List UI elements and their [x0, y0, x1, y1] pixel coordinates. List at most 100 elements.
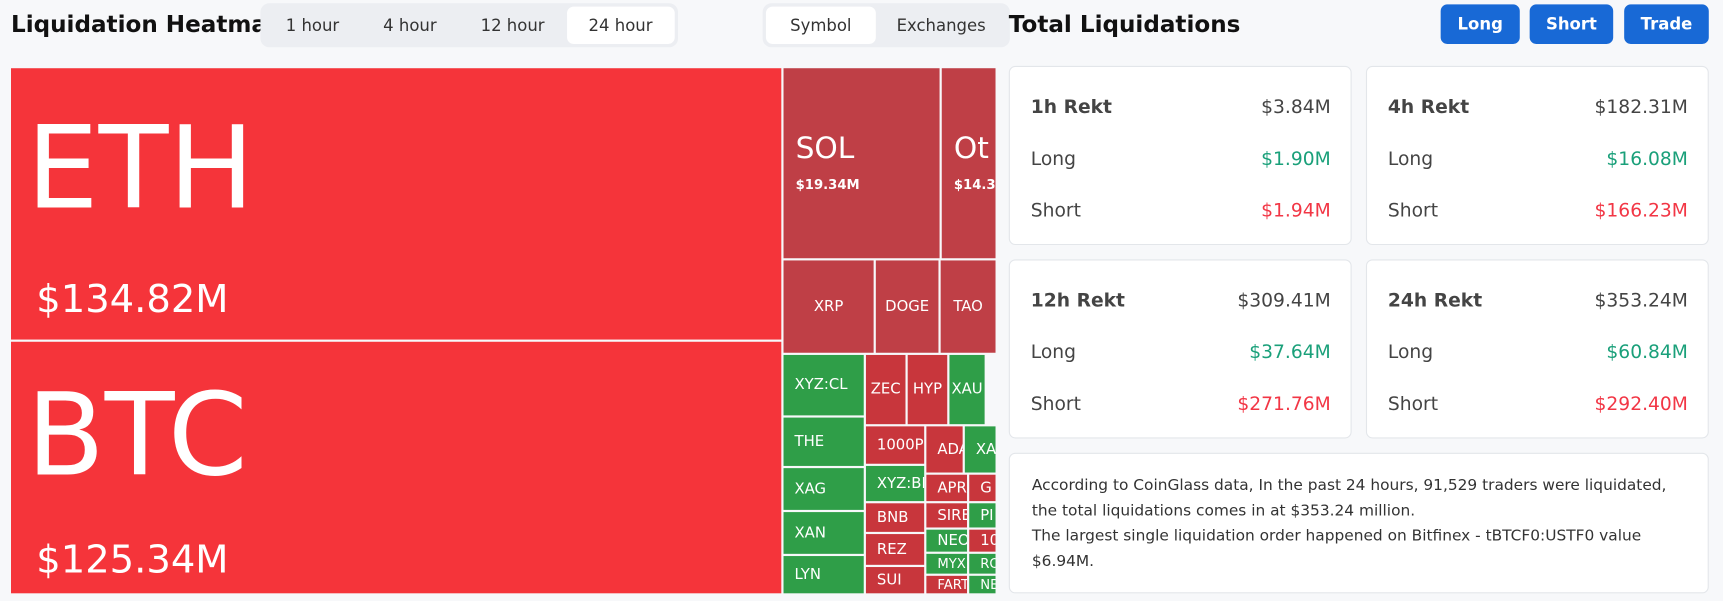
time-tab[interactable]: 12 hour — [480, 15, 545, 36]
tile-label: RO — [980, 555, 995, 572]
stat-value: $1.90M — [1261, 148, 1331, 171]
tile-label: FART — [937, 576, 968, 593]
heatmap-tile[interactable]: RO — [969, 553, 996, 574]
stat-value: $16.08M — [1606, 148, 1688, 171]
stat-row: Short $166.23M — [1388, 200, 1688, 222]
tile-label: NE — [980, 576, 995, 593]
stat-label: Long — [1030, 148, 1076, 171]
heatmap-tile[interactable]: LYN — [783, 556, 864, 594]
stat-label: Long — [1030, 341, 1076, 364]
heatmap-tile[interactable]: THE — [783, 417, 864, 466]
button[interactable]: Trade — [1624, 4, 1709, 44]
tile-label: ETH — [26, 101, 255, 236]
heatmap-tile[interactable]: 1000PE — [865, 426, 925, 464]
stat-row: Short $1.94M — [1031, 200, 1331, 222]
tile-label: SIRE — [937, 506, 967, 525]
tile-label: XYZ:BR — [876, 474, 924, 493]
heatmap-tile[interactable]: 10 — [969, 529, 996, 552]
heatmap-tile[interactable]: XYZ:CL — [783, 354, 864, 416]
stat-card: 24h Rekt $353.24M Long $60.84M Short $292.40M — [1365, 259, 1709, 439]
stat-row: 24h Rekt $353.24M — [1388, 290, 1688, 312]
time-tab[interactable]: 4 hour — [383, 15, 437, 36]
tile-label: DOGE — [885, 297, 930, 316]
treemap: ETH $134.82M BTC $125.34M SOL $19.34M Ot $14.39… — [10, 68, 996, 594]
heatmap-tile[interactable]: ZEC — [865, 354, 906, 425]
stat-label: 1h Rekt — [1030, 96, 1112, 119]
heatmap-tile[interactable]: DOGE — [875, 260, 939, 353]
heatmap-tile[interactable]: APR — [926, 474, 968, 502]
stat-row: Long $37.64M — [1031, 342, 1331, 364]
tile-label: XAU — [951, 380, 983, 399]
button[interactable]: Short — [1529, 4, 1614, 44]
stat-value: $271.76M — [1237, 393, 1331, 416]
heatmap-tile[interactable]: XAU — [949, 354, 985, 425]
heatmap-tile[interactable]: XRP — [783, 260, 874, 353]
time-tab[interactable]: 24 hour — [566, 6, 675, 44]
stat-value: $309.41M — [1237, 290, 1331, 313]
group-tab[interactable]: Exchanges — [896, 15, 986, 36]
heatmap-tile[interactable]: XYZ:BR — [865, 465, 925, 502]
heatmap-tile[interactable]: MYX — [926, 553, 968, 574]
heatmap-tile[interactable]: BTC $125.34M — [10, 341, 782, 594]
heatmap-tile[interactable]: TAO — [940, 260, 996, 353]
tile-label: 10 — [980, 531, 995, 550]
tile-label: SUI — [876, 571, 902, 589]
heatmap-tile[interactable]: BNB — [865, 503, 925, 532]
tile-label: BNB — [876, 508, 909, 527]
stat-label: 24h Rekt — [1387, 290, 1483, 313]
heatmap-tile[interactable]: REZ — [865, 534, 925, 565]
heatmap-tile[interactable]: FART — [926, 575, 968, 594]
heatmap-tile[interactable]: XA — [964, 426, 996, 473]
tile-label: XAG — [794, 480, 827, 498]
stat-label: 4h Rekt — [1387, 96, 1470, 119]
description: The largest single liquidation order hap… — [1031, 527, 1642, 571]
tile-label: XYZ:CL — [794, 376, 848, 394]
heatmap-tile[interactable]: ADA — [926, 426, 963, 473]
tile-label: REZ — [876, 540, 907, 559]
heatmap-tile[interactable]: ETH $134.82M — [10, 68, 782, 340]
heatmap-tile[interactable]: NEO — [926, 529, 968, 552]
button[interactable]: Long — [1440, 4, 1520, 44]
heatmap-tile[interactable]: G — [969, 474, 996, 502]
stat-row: 4h Rekt $182.31M — [1388, 97, 1688, 119]
stat-row: Short $271.76M — [1031, 393, 1331, 415]
heatmap-tile[interactable]: HYP — [907, 354, 948, 425]
tile-label: PI — [980, 506, 994, 525]
heatmap-tile[interactable]: SOL $19.34M — [783, 68, 940, 259]
heatmap-title: Liquidation Heatmap — [10, 10, 284, 38]
stat-row: Long $60.84M — [1388, 342, 1688, 364]
heatmap-tile[interactable]: XAN — [783, 512, 864, 554]
tile-value: $125.34M — [36, 538, 229, 583]
tile-label: LYN — [794, 565, 821, 584]
tile-label: THE — [794, 432, 825, 451]
heatmap-tile[interactable]: PI — [969, 503, 996, 528]
stat-value: $60.84M — [1606, 341, 1688, 364]
stat-row: 12h Rekt $309.41M — [1031, 290, 1331, 312]
heatmap-tile[interactable]: Ot $14.39 — [941, 68, 996, 259]
stat-label: Short — [1387, 393, 1439, 416]
stat-card: 1h Rekt $3.84M Long $1.90M Short $1.94M — [1008, 65, 1352, 246]
tile-label: 1000PE — [876, 436, 924, 454]
stat-row: Short $292.40M — [1388, 393, 1688, 415]
tile-label: XAN — [794, 524, 826, 542]
heatmap-tile[interactable]: SUI — [865, 567, 925, 594]
time-tabs: 1 hour 4 hour 12 hour 24 hour — [260, 3, 678, 48]
tile-label: BTC — [26, 368, 248, 503]
stat-card: 12h Rekt $309.41M Long $37.64M Short $271.76M — [1008, 259, 1352, 439]
tile-label: G — [980, 479, 992, 497]
stat-value: $37.64M — [1249, 341, 1331, 364]
tile-label: XA — [975, 440, 996, 459]
heatmap-tile[interactable]: XAG — [783, 468, 864, 510]
description: According to CoinGlass data, In the past… — [1031, 476, 1667, 520]
stat-label: Short — [1030, 199, 1081, 222]
time-tab[interactable]: 1 hour — [285, 15, 340, 36]
tile-label: ZEC — [870, 380, 901, 399]
heatmap-tile[interactable]: NE — [969, 575, 996, 594]
group-tabs: Symbol Exchanges — [762, 3, 1010, 48]
stat-row: Long $1.90M — [1031, 148, 1331, 170]
heatmap-tile[interactable]: SIRE — [926, 503, 968, 528]
tile-label: APR — [937, 479, 967, 497]
group-tab[interactable]: Symbol — [765, 6, 876, 44]
